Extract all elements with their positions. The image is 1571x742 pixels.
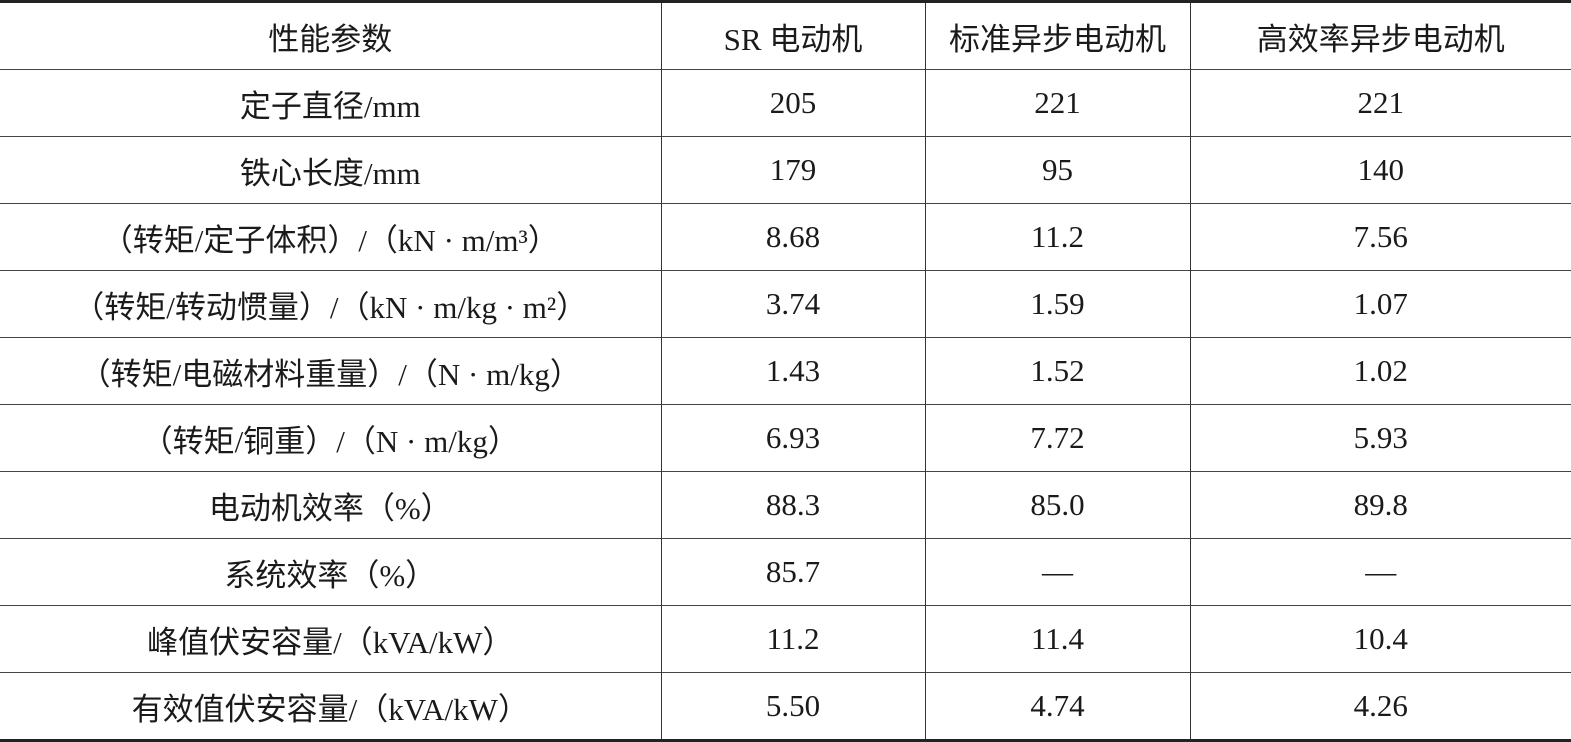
value-cell: 95 [924,136,1190,204]
table-row: （转矩/电磁材料重量）/（N · m/kg） 1.43 1.52 1.02 [0,337,1571,405]
value-cell: 1.43 [660,337,925,405]
value-cell: 140 [1189,136,1571,204]
table-row: （转矩/铜重）/（N · m/kg） 6.93 7.72 5.93 [0,404,1571,472]
value-cell: 179 [660,136,925,204]
value-cell: 10.4 [1189,605,1571,673]
table-row: （转矩/定子体积）/（kN · m/m³） 8.68 11.2 7.56 [0,203,1571,271]
value-cell: 1.59 [924,270,1190,338]
parameter-cell: 系统效率（%） [0,538,661,606]
parameter-cell: 电动机效率（%） [0,471,661,539]
value-cell: 1.02 [1189,337,1571,405]
parameter-cell: 峰值伏安容量/（kVA/kW） [0,605,661,673]
value-cell: 88.3 [660,471,925,539]
value-cell: 11.2 [660,605,925,673]
value-cell: 7.72 [924,404,1190,472]
value-cell: 3.74 [660,270,925,338]
table-body: 定子直径/mm 205 221 221 铁心长度/mm 179 95 140 （转矩/定子体积）… [0,69,1571,742]
value-cell: 221 [1189,69,1571,137]
parameter-cell: （转矩/转动惯量）/（kN · m/kg · m²） [0,270,661,338]
header-cell: SR 电动机 [660,0,925,70]
value-cell: 5.50 [660,672,925,742]
value-cell: 1.52 [924,337,1190,405]
parameter-cell: 有效值伏安容量/（kVA/kW） [0,672,661,742]
table-row: 峰值伏安容量/（kVA/kW） 11.2 11.4 10.4 [0,605,1571,673]
table-row: 铁心长度/mm 179 95 140 [0,136,1571,204]
table-row: 有效值伏安容量/（kVA/kW） 5.50 4.74 4.26 [0,672,1571,742]
table-row: 电动机效率（%） 88.3 85.0 89.8 [0,471,1571,539]
header-cell: 高效率异步电动机 [1189,0,1571,70]
value-cell: — [924,538,1190,606]
value-cell: 8.68 [660,203,925,271]
header-cell: 性能参数 [0,0,661,70]
value-cell: 4.26 [1189,672,1571,742]
table-header: 性能参数 SR 电动机 标准异步电动机 高效率异步电动机 [0,0,1571,70]
value-cell: 85.0 [924,471,1190,539]
parameter-cell: （转矩/电磁材料重量）/（N · m/kg） [0,337,661,405]
table-row: 定子直径/mm 205 221 221 [0,69,1571,137]
parameter-cell: 定子直径/mm [0,69,661,137]
value-cell: 5.93 [1189,404,1571,472]
value-cell: — [1189,538,1571,606]
header-cell: 标准异步电动机 [924,0,1190,70]
value-cell: 85.7 [660,538,925,606]
value-cell: 205 [660,69,925,137]
value-cell: 11.2 [924,203,1190,271]
value-cell: 1.07 [1189,270,1571,338]
value-cell: 89.8 [1189,471,1571,539]
parameter-cell: 铁心长度/mm [0,136,661,204]
table-row: （转矩/转动惯量）/（kN · m/kg · m²） 3.74 1.59 1.07 [0,270,1571,338]
value-cell: 4.74 [924,672,1190,742]
value-cell: 221 [924,69,1190,137]
value-cell: 6.93 [660,404,925,472]
parameter-cell: （转矩/定子体积）/（kN · m/m³） [0,203,661,271]
table-row: 系统效率（%） 85.7— — [0,538,1571,606]
header-row: 性能参数 SR 电动机 标准异步电动机 高效率异步电动机 [0,0,1571,70]
value-cell: 11.4 [924,605,1190,673]
parameter-cell: （转矩/铜重）/（N · m/kg） [0,404,661,472]
value-cell: 7.56 [1189,203,1571,271]
